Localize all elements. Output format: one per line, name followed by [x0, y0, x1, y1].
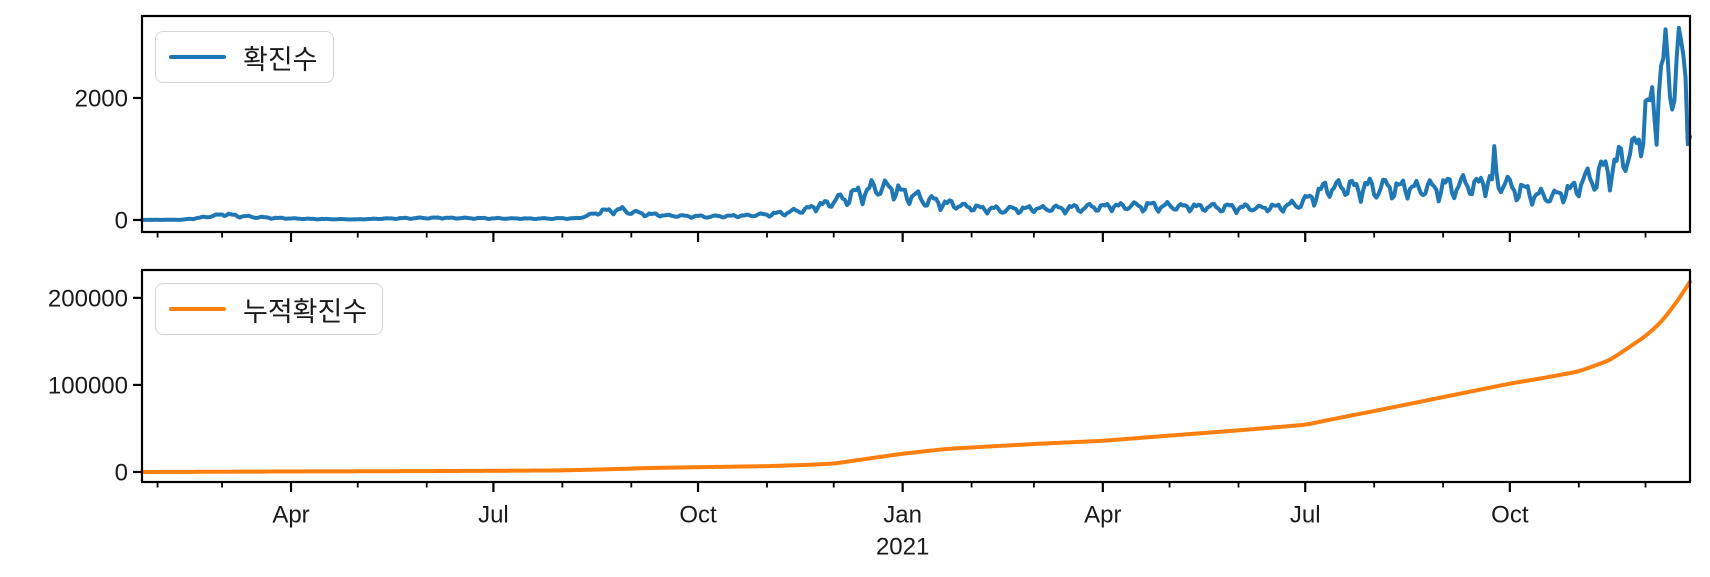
x-tick-label: Jul	[478, 501, 509, 528]
legend-cumulative: 누적확진수	[155, 283, 384, 335]
x-year-label: 2021	[876, 533, 929, 560]
y-tick-label: 2000	[75, 85, 128, 112]
x-tick-label: Apr	[272, 501, 309, 528]
axes-frame	[140, 268, 1692, 484]
x-tick-label: Jan	[883, 501, 922, 528]
x-tick-label: Oct	[1491, 501, 1529, 528]
daily-line-sample-icon	[169, 54, 226, 60]
daily_confirmed_cases-line	[140, 25, 1692, 222]
y-tick-label: 100000	[48, 372, 128, 399]
axes-frame	[140, 14, 1692, 234]
y-tick-label: 200000	[48, 285, 128, 312]
cumulative-line-sample-icon	[169, 306, 226, 312]
x-tick-label: Apr	[1084, 501, 1121, 528]
y-tick-label: 0	[115, 207, 128, 234]
y-tick-label: 0	[115, 459, 128, 486]
legend-daily-label: 확진수	[243, 44, 318, 75]
legend-cumulative-label: 누적확진수	[243, 296, 368, 327]
x-tick-label: Oct	[679, 501, 717, 528]
cumulative_confirmed_cases-line	[140, 279, 1692, 474]
legend-daily: 확진수	[155, 31, 334, 83]
x-tick-label: Jul	[1290, 501, 1321, 528]
